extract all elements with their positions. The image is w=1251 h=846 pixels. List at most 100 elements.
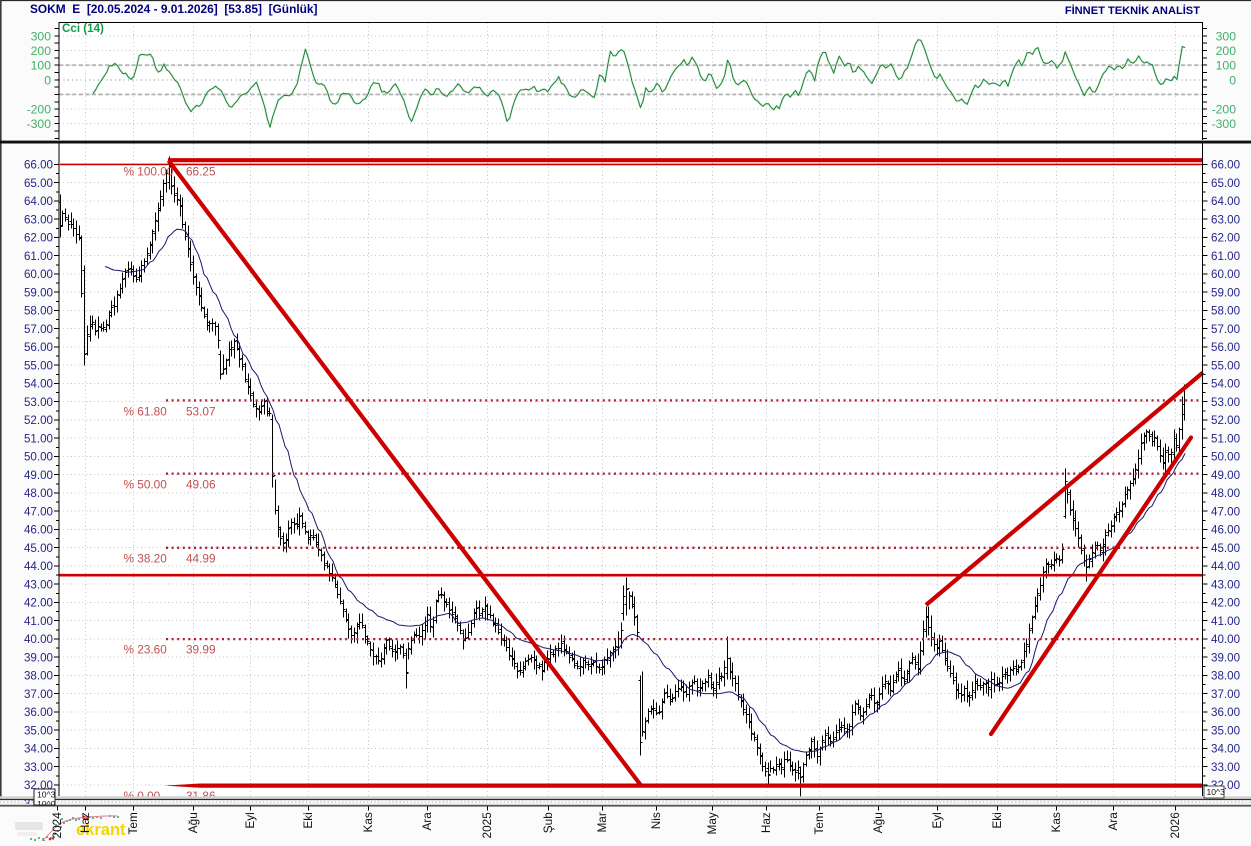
svg-text:49.06: 49.06 xyxy=(186,478,216,492)
svg-text:45.00: 45.00 xyxy=(1211,542,1240,555)
svg-text:Haz: Haz xyxy=(78,812,92,833)
svg-text:37.00: 37.00 xyxy=(1211,688,1240,701)
svg-text:60.00: 60.00 xyxy=(1211,268,1240,281)
svg-text:Mar: Mar xyxy=(595,812,609,832)
svg-text:65.00: 65.00 xyxy=(1211,177,1240,190)
svg-text:Ara: Ara xyxy=(1106,812,1120,831)
svg-text:43.00: 43.00 xyxy=(1211,578,1240,591)
svg-text:53.07: 53.07 xyxy=(186,405,216,419)
svg-text:39.00: 39.00 xyxy=(1211,651,1240,664)
svg-text:53.00: 53.00 xyxy=(1211,396,1240,409)
svg-text:10^0: 10^0 xyxy=(37,799,56,809)
svg-text:55.00: 55.00 xyxy=(24,359,53,372)
svg-text:10^3: 10^3 xyxy=(1207,787,1226,797)
svg-text:66.00: 66.00 xyxy=(24,159,53,172)
svg-text:200: 200 xyxy=(1216,44,1237,58)
svg-text:65.00: 65.00 xyxy=(24,177,53,190)
svg-text:44.99: 44.99 xyxy=(186,552,216,566)
svg-text:54.00: 54.00 xyxy=(1211,378,1240,391)
svg-text:0: 0 xyxy=(1229,73,1236,87)
svg-text:61.00: 61.00 xyxy=(1211,250,1240,263)
svg-text:60.00: 60.00 xyxy=(24,268,53,281)
svg-text:43.00: 43.00 xyxy=(24,578,53,591)
svg-text:59.00: 59.00 xyxy=(24,286,53,299)
svg-text:62.00: 62.00 xyxy=(1211,232,1240,245)
svg-text:63.00: 63.00 xyxy=(1211,213,1240,226)
svg-text:-300: -300 xyxy=(1212,117,1237,131)
svg-text:Eyl: Eyl xyxy=(930,812,944,828)
svg-text:56.00: 56.00 xyxy=(1211,341,1240,354)
svg-text:Tem: Tem xyxy=(126,812,140,834)
svg-text:64.00: 64.00 xyxy=(1211,195,1240,208)
svg-text:58.00: 58.00 xyxy=(1211,305,1240,318)
svg-text:47.00: 47.00 xyxy=(24,505,53,518)
svg-text:34.00: 34.00 xyxy=(24,743,53,756)
svg-text:35.00: 35.00 xyxy=(24,724,53,737)
svg-text:49.00: 49.00 xyxy=(24,469,53,482)
svg-text:48.00: 48.00 xyxy=(24,487,53,500)
svg-text:64.00: 64.00 xyxy=(24,195,53,208)
svg-text:47.00: 47.00 xyxy=(1211,505,1240,518)
svg-text:33.00: 33.00 xyxy=(24,761,53,774)
svg-text:2025: 2025 xyxy=(480,812,494,839)
svg-text:0: 0 xyxy=(44,73,51,87)
svg-text:200: 200 xyxy=(31,44,52,58)
svg-text:Şub: Şub xyxy=(541,812,555,833)
svg-text:54.00: 54.00 xyxy=(24,378,53,391)
svg-text:50.00: 50.00 xyxy=(24,451,53,464)
svg-text:300: 300 xyxy=(1216,29,1237,43)
svg-text:Eyl: Eyl xyxy=(243,812,257,828)
svg-text:46.00: 46.00 xyxy=(24,524,53,537)
svg-text:34.00: 34.00 xyxy=(1211,743,1240,756)
svg-text:50.00: 50.00 xyxy=(1211,451,1240,464)
svg-text:2024: 2024 xyxy=(50,812,64,839)
svg-text:% 50.00: % 50.00 xyxy=(124,478,168,492)
svg-text:46.00: 46.00 xyxy=(1211,524,1240,537)
svg-text:36.00: 36.00 xyxy=(1211,706,1240,719)
svg-text:45.00: 45.00 xyxy=(24,542,53,555)
svg-text:% 23.60: % 23.60 xyxy=(124,643,168,657)
svg-text:% 100.00: % 100.00 xyxy=(124,165,174,179)
svg-text:300: 300 xyxy=(31,29,52,43)
svg-text:Cci (14): Cci (14) xyxy=(62,22,104,35)
svg-text:41.00: 41.00 xyxy=(1211,615,1240,628)
svg-text:51.00: 51.00 xyxy=(1211,432,1240,445)
svg-text:63.00: 63.00 xyxy=(24,213,53,226)
svg-text:SOKM E [20.05.2024 - 9.01.20: SOKM E [20.05.2024 - 9.01.2026] [53.85] … xyxy=(30,2,318,16)
svg-text:39.99: 39.99 xyxy=(186,643,216,657)
svg-text:Nis: Nis xyxy=(649,812,663,829)
svg-text:Eki: Eki xyxy=(990,812,1004,828)
svg-text:42.00: 42.00 xyxy=(1211,597,1240,610)
svg-text:62.00: 62.00 xyxy=(24,232,53,245)
svg-text:40.00: 40.00 xyxy=(24,633,53,646)
svg-text:40.00: 40.00 xyxy=(1211,633,1240,646)
svg-text:55.00: 55.00 xyxy=(1211,359,1240,372)
svg-text:51.00: 51.00 xyxy=(24,432,53,445)
svg-text:42.00: 42.00 xyxy=(24,597,53,610)
svg-text:2026: 2026 xyxy=(1168,812,1182,839)
svg-text:Ara: Ara xyxy=(420,812,434,831)
svg-text:56.00: 56.00 xyxy=(24,341,53,354)
svg-text:59.00: 59.00 xyxy=(1211,286,1240,299)
svg-text:36.00: 36.00 xyxy=(24,706,53,719)
svg-text:38.00: 38.00 xyxy=(24,670,53,683)
svg-text:57.00: 57.00 xyxy=(24,323,53,336)
svg-text:Tem: Tem xyxy=(812,812,826,834)
svg-text:Kas: Kas xyxy=(361,812,375,832)
svg-text:44.00: 44.00 xyxy=(1211,560,1240,573)
svg-text:31.86: 31.86 xyxy=(186,789,216,803)
svg-text:Kas: Kas xyxy=(1049,812,1063,832)
svg-text:57.00: 57.00 xyxy=(1211,323,1240,336)
svg-text:44.00: 44.00 xyxy=(24,560,53,573)
svg-text:% 61.80: % 61.80 xyxy=(124,405,168,419)
svg-text:10^3: 10^3 xyxy=(37,790,56,800)
svg-text:Haz: Haz xyxy=(759,812,773,833)
svg-text:53.00: 53.00 xyxy=(24,396,53,409)
svg-text:49.00: 49.00 xyxy=(1211,469,1240,482)
svg-text:% 0.00: % 0.00 xyxy=(124,789,161,803)
svg-text:52.00: 52.00 xyxy=(24,414,53,427)
svg-text:66.00: 66.00 xyxy=(1211,159,1240,172)
svg-text:Ağu: Ağu xyxy=(186,812,200,833)
svg-text:FİNNET TEKNİK ANALİST: FİNNET TEKNİK ANALİST xyxy=(1065,4,1200,17)
svg-text:May: May xyxy=(705,812,719,834)
